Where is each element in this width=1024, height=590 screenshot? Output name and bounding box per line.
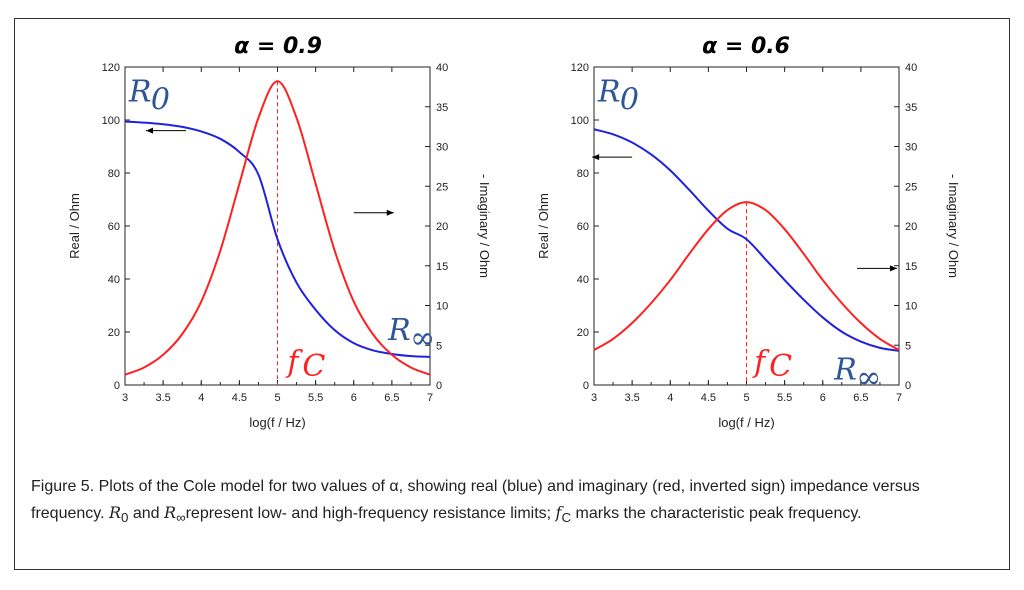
caption-part2: represent low- and high-frequency resist… <box>185 505 556 522</box>
y-right-tick-label: 35 <box>905 102 917 114</box>
y-left-tick-label: 80 <box>577 168 589 180</box>
y-right-tick-label: 25 <box>905 181 917 193</box>
y-right-tick-label: 40 <box>436 62 448 74</box>
x-tick-label: 3 <box>122 392 128 404</box>
fc-label: f <box>752 345 770 380</box>
y-right-tick-label: 35 <box>436 102 448 114</box>
caption-fc-sub: C <box>561 510 572 526</box>
x-tick-label: 5.5 <box>308 392 323 404</box>
x-tick-label: 6 <box>351 392 357 404</box>
y-right-tick-label: 5 <box>436 340 442 352</box>
r0-subscript: 0 <box>151 82 170 117</box>
r0-label: R <box>597 74 621 109</box>
y-right-tick-label: 15 <box>436 261 448 273</box>
x-axis-label: log(f / Hz) <box>718 415 774 430</box>
y-left-tick-label: 40 <box>108 274 120 286</box>
caption-rinf-sub: ∞ <box>176 510 186 526</box>
imaginary-series-line <box>124 80 431 376</box>
y-left-tick-label: 100 <box>102 115 120 127</box>
rinf-label: R <box>387 313 411 348</box>
x-tick-label: 5.5 <box>777 392 792 404</box>
caption-part1: . Plots of the Cole model for two values… <box>31 478 920 522</box>
fc-subscript: C <box>769 349 792 384</box>
y-right-tick-label: 40 <box>905 62 917 74</box>
x-tick-label: 4 <box>667 392 673 404</box>
y-left-tick-label: 100 <box>571 115 589 127</box>
y-right-tick-label: 25 <box>436 181 448 193</box>
caption-label: Figure 5 <box>31 478 90 495</box>
y-right-tick-label: 30 <box>905 142 917 154</box>
y-right-tick-label: 0 <box>905 380 911 392</box>
axis-arrow-head <box>386 209 394 216</box>
x-axis-label: log(f / Hz) <box>249 415 305 430</box>
x-tick-label: 6.5 <box>384 392 399 404</box>
y-right-tick-label: 5 <box>905 340 911 352</box>
x-tick-label: 7 <box>427 392 433 404</box>
caption-r0: R <box>108 503 122 522</box>
y-left-tick-label: 120 <box>102 62 120 74</box>
x-tick-label: 4.5 <box>701 392 716 404</box>
axis-arrow-head <box>146 127 153 134</box>
y-right-tick-label: 10 <box>905 301 917 313</box>
x-tick-label: 5 <box>274 392 280 404</box>
y-right-tick-label: 15 <box>905 261 917 273</box>
y-left-tick-label: 0 <box>114 380 120 392</box>
fc-subscript: C <box>302 349 325 384</box>
figure-caption: Figure 5. Plots of the Cole model for tw… <box>31 474 993 531</box>
caption-rinf: R <box>164 503 177 522</box>
real-series-line <box>593 128 900 352</box>
y-right-tick-label: 10 <box>436 301 448 313</box>
x-tick-label: 3.5 <box>624 392 639 404</box>
y-left-tick-label: 60 <box>108 221 120 233</box>
y-left-axis-label: Real / Ohm <box>67 193 82 259</box>
caption-r0-sub: 0 <box>121 510 129 526</box>
y-left-axis-label: Real / Ohm <box>536 193 551 259</box>
y-right-axis-label: - Imaginary / Ohm <box>477 174 492 278</box>
y-left-tick-label: 0 <box>583 380 589 392</box>
y-left-tick-label: 120 <box>571 62 589 74</box>
rinf-subscript: ∞ <box>410 321 435 356</box>
y-right-tick-label: 0 <box>436 380 442 392</box>
axis-arrow-head <box>592 154 600 161</box>
r0-subscript: 0 <box>620 82 639 117</box>
x-tick-label: 7 <box>896 392 902 404</box>
rinf-label: R <box>833 353 857 388</box>
caption-part3: marks the characteristic peak frequency. <box>571 505 862 522</box>
r0-label: R <box>128 74 152 109</box>
panel-title: α = 0.9 <box>234 34 322 59</box>
axis-arrow-head <box>890 265 898 272</box>
rinf-subscript: ∞ <box>856 361 881 396</box>
real-series-line <box>124 120 431 358</box>
x-tick-label: 4 <box>198 392 204 404</box>
x-tick-label: 6.5 <box>853 392 868 404</box>
x-tick-label: 3.5 <box>155 392 170 404</box>
y-left-tick-label: 20 <box>108 327 120 339</box>
imaginary-series-line <box>593 201 900 351</box>
y-left-tick-label: 60 <box>577 221 589 233</box>
y-left-tick-label: 20 <box>577 327 589 339</box>
y-right-tick-label: 30 <box>436 142 448 154</box>
y-left-tick-label: 40 <box>577 274 589 286</box>
x-tick-label: 3 <box>591 392 597 404</box>
x-tick-label: 6 <box>820 392 826 404</box>
figure-frame: 3 3.5 4 4.5 5 5.5 6 6.5 7 0 20 40 60 80 100 120 0 5 10 15 20… <box>14 18 1010 570</box>
panel-title: α = 0.6 <box>702 34 790 59</box>
y-right-axis-label: - Imaginary / Ohm <box>946 174 961 278</box>
caption-and: and <box>128 505 165 522</box>
charts-svg: 3 3.5 4 4.5 5 5.5 6 6.5 702040608010012005101520… <box>67 34 961 430</box>
y-left-tick-label: 80 <box>108 168 120 180</box>
x-tick-label: 4.5 <box>232 392 247 404</box>
caption-fc: f <box>555 503 562 522</box>
y-right-tick-label: 20 <box>436 221 448 233</box>
y-right-tick-label: 20 <box>905 221 917 233</box>
fc-label: f <box>285 345 303 380</box>
x-tick-label: 5 <box>743 392 749 404</box>
